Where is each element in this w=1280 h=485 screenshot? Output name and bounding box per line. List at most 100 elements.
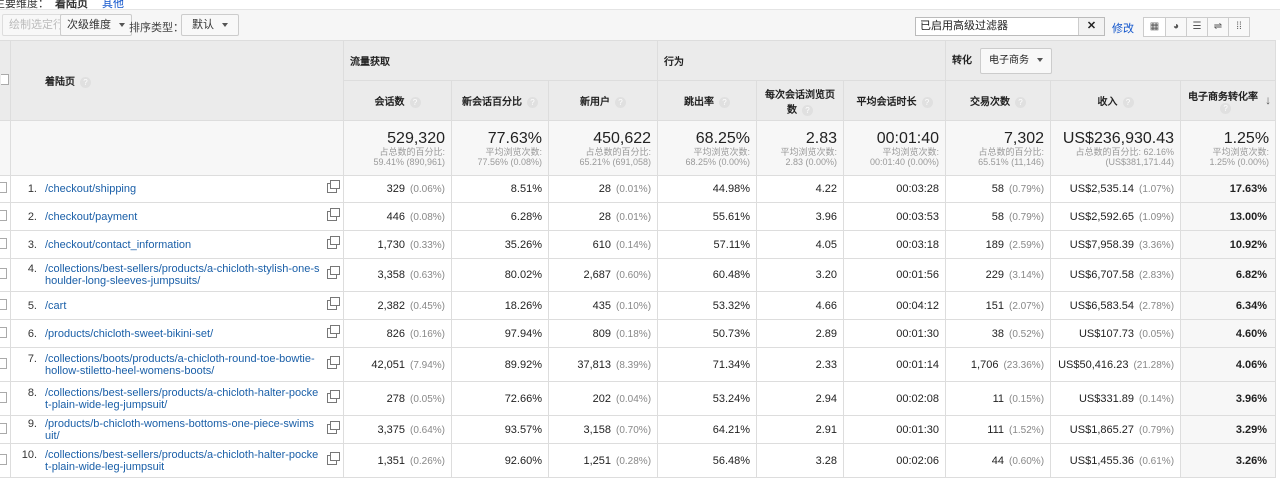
total-duration: 00:01:40 平均浏览次数: 00:01:40 (0.00%) xyxy=(843,120,947,176)
revenue-cell: US$50,416.23 (21.28%) xyxy=(1050,347,1182,382)
new-users-cell: 610 (0.14%) xyxy=(547,230,659,259)
help-icon[interactable]: ? xyxy=(1015,97,1027,108)
landing-page-link[interactable]: /collections/boots/products/a-chicloth-r… xyxy=(45,352,315,377)
plot-rows-button[interactable]: 绘制选定行 xyxy=(2,14,71,36)
landing-page-link[interactable]: /collections/best-sellers/products/a-chi… xyxy=(45,263,320,287)
help-icon[interactable]: ? xyxy=(615,97,627,108)
column-landing-page[interactable]: 着陆页? xyxy=(10,40,344,121)
row-checkbox[interactable] xyxy=(0,415,11,444)
total-note: 平均浏览次数: xyxy=(882,146,940,157)
secondary-dimension-dropdown[interactable]: 次级维度 xyxy=(60,14,132,36)
sessions-cell: 3,375 (0.64%) xyxy=(343,415,452,444)
column-avg-session-duration[interactable]: 平均会话时长? xyxy=(843,80,947,121)
open-external-icon[interactable] xyxy=(327,296,340,310)
row-number: 5. xyxy=(27,299,37,312)
total-value: 77.63% xyxy=(487,129,542,147)
open-external-icon[interactable] xyxy=(327,324,340,338)
open-external-icon[interactable] xyxy=(327,207,340,221)
open-external-icon[interactable] xyxy=(327,235,340,249)
ecommerce-rate-cell: 3.26% xyxy=(1180,443,1277,478)
open-external-icon[interactable] xyxy=(327,420,340,434)
row-checkbox[interactable] xyxy=(0,443,11,478)
open-external-icon[interactable] xyxy=(327,389,340,403)
row-number: 9. xyxy=(27,417,37,430)
help-icon[interactable]: ? xyxy=(80,77,91,88)
landing-page-cell: 9. /products/b-chicloth-womens-bottoms-on… xyxy=(10,415,344,444)
help-icon[interactable]: ? xyxy=(802,104,814,116)
table-row: 1. /checkout/shipping 329 (0.06%) 8.51% 28… xyxy=(0,175,1277,203)
column-ecommerce-conversion-rate[interactable]: 电子商务转化率? ↓ xyxy=(1180,80,1277,121)
modify-filter-link[interactable]: 修改 xyxy=(1112,23,1134,35)
row-checkbox[interactable] xyxy=(0,381,11,416)
row-checkbox[interactable] xyxy=(0,175,11,203)
column-new-users[interactable]: 新用户? xyxy=(547,80,659,121)
clear-filter-button[interactable]: ✕ xyxy=(1078,18,1104,35)
column-revenue[interactable]: 收入? xyxy=(1050,80,1182,121)
new-sessions-pct-cell: 97.94% xyxy=(451,319,549,348)
row-checkbox[interactable] xyxy=(0,202,11,231)
sessions-cell: 2,382 (0.45%) xyxy=(343,291,452,320)
revenue-cell: US$6,707.58 (2.83%) xyxy=(1050,258,1182,292)
group-behavior: 行为 xyxy=(657,40,947,81)
avg-duration-cell: 00:03:53 xyxy=(843,202,947,231)
open-external-icon[interactable] xyxy=(327,355,340,369)
primary-dimension-landing-page[interactable]: 着陆页 xyxy=(55,0,88,10)
sessions-cell: 1,730 (0.33%) xyxy=(343,230,452,259)
help-icon[interactable]: ? xyxy=(409,97,421,108)
total-note: 59.41% (890,961) xyxy=(373,156,445,167)
total-value: 00:01:40 xyxy=(876,129,940,147)
revenue-cell: US$2,592.65 (1.09%) xyxy=(1050,202,1182,231)
landing-page-cell: 6. /products/chicloth-sweet-bikini-set/ xyxy=(10,319,344,348)
open-external-icon[interactable] xyxy=(327,451,340,465)
table-view-icon[interactable]: ▦ xyxy=(1144,18,1165,36)
column-sessions[interactable]: 会话数? xyxy=(343,80,452,121)
total-new_pct: 77.63% 平均浏览次数: 77.56% (0.08%) xyxy=(451,120,549,176)
comparison-view-icon[interactable]: ⇌ xyxy=(1207,18,1228,36)
landing-page-link[interactable]: /collections/best-sellers/products/a-chi… xyxy=(45,448,319,473)
avg-duration-cell: 00:02:08 xyxy=(843,381,947,416)
bounce-rate-cell: 44.98% xyxy=(657,175,758,203)
landing-page-link[interactable]: /products/b-chicloth-womens-bottoms-one-… xyxy=(45,417,314,442)
column-bounce-rate[interactable]: 跳出率? xyxy=(657,80,758,121)
bounce-rate-cell: 71.34% xyxy=(657,347,758,382)
ecommerce-rate-cell: 17.63% xyxy=(1180,175,1277,203)
row-checkbox[interactable] xyxy=(0,291,11,320)
avg-duration-cell: 00:01:14 xyxy=(843,347,947,382)
conversion-goal-dropdown[interactable]: 电子商务 xyxy=(980,47,1053,74)
select-all-checkbox[interactable] xyxy=(0,40,11,121)
row-checkbox[interactable] xyxy=(0,230,11,259)
help-icon[interactable]: ? xyxy=(527,97,538,108)
column-pages-per-session[interactable]: 每次会话浏览页数? xyxy=(756,80,845,121)
row-checkbox[interactable] xyxy=(0,319,11,348)
landing-page-link[interactable]: /checkout/payment xyxy=(45,210,138,223)
row-checkbox[interactable] xyxy=(0,258,11,292)
advanced-filter-field[interactable]: 已启用高级过滤器 ✕ xyxy=(915,17,1105,36)
pivot-view-icon[interactable]: ⁞⁞ xyxy=(1228,18,1249,36)
landing-page-link[interactable]: /collections/best-sellers/products/a-chi… xyxy=(45,386,319,411)
open-external-icon[interactable] xyxy=(327,266,340,279)
landing-page-link[interactable]: /cart xyxy=(45,299,67,312)
performance-view-icon[interactable]: ☰ xyxy=(1186,18,1207,36)
open-external-icon[interactable] xyxy=(327,180,340,193)
landing-page-link[interactable]: /checkout/contact_information xyxy=(45,238,192,251)
column-transactions[interactable]: 交易次数? xyxy=(945,80,1052,121)
revenue-cell: US$6,583.54 (2.78%) xyxy=(1050,291,1182,320)
pie-view-icon[interactable]: ◕ xyxy=(1165,18,1186,36)
row-checkbox[interactable] xyxy=(0,347,11,382)
total-note: 占总数的百分比: 62.16% xyxy=(1075,146,1175,157)
pages-per-session-cell: 2.89 xyxy=(756,319,845,348)
table-row: 7. /collections/boots/products/a-chicloth… xyxy=(0,347,1277,382)
table-row: 6. /products/chicloth-sweet-bikini-set/ 8… xyxy=(0,319,1277,348)
help-icon[interactable]: ? xyxy=(1220,102,1232,114)
sort-type-dropdown[interactable]: 默认 xyxy=(181,14,239,36)
landing-page-link[interactable]: /checkout/shipping xyxy=(45,183,137,195)
primary-dimension-other[interactable]: 其他 xyxy=(102,0,124,10)
landing-page-link[interactable]: /products/chicloth-sweet-bikini-set/ xyxy=(45,327,214,340)
column-new-sessions-pct[interactable]: 新会话百分比? xyxy=(451,80,549,121)
help-icon[interactable]: ? xyxy=(719,97,731,108)
pages-per-session-cell: 3.96 xyxy=(756,202,845,231)
help-icon[interactable]: ? xyxy=(1122,97,1134,108)
new-users-cell: 1,251 (0.28%) xyxy=(547,443,659,478)
landing-page-cell: 3. /checkout/contact_information xyxy=(10,230,344,259)
help-icon[interactable]: ? xyxy=(921,97,933,108)
